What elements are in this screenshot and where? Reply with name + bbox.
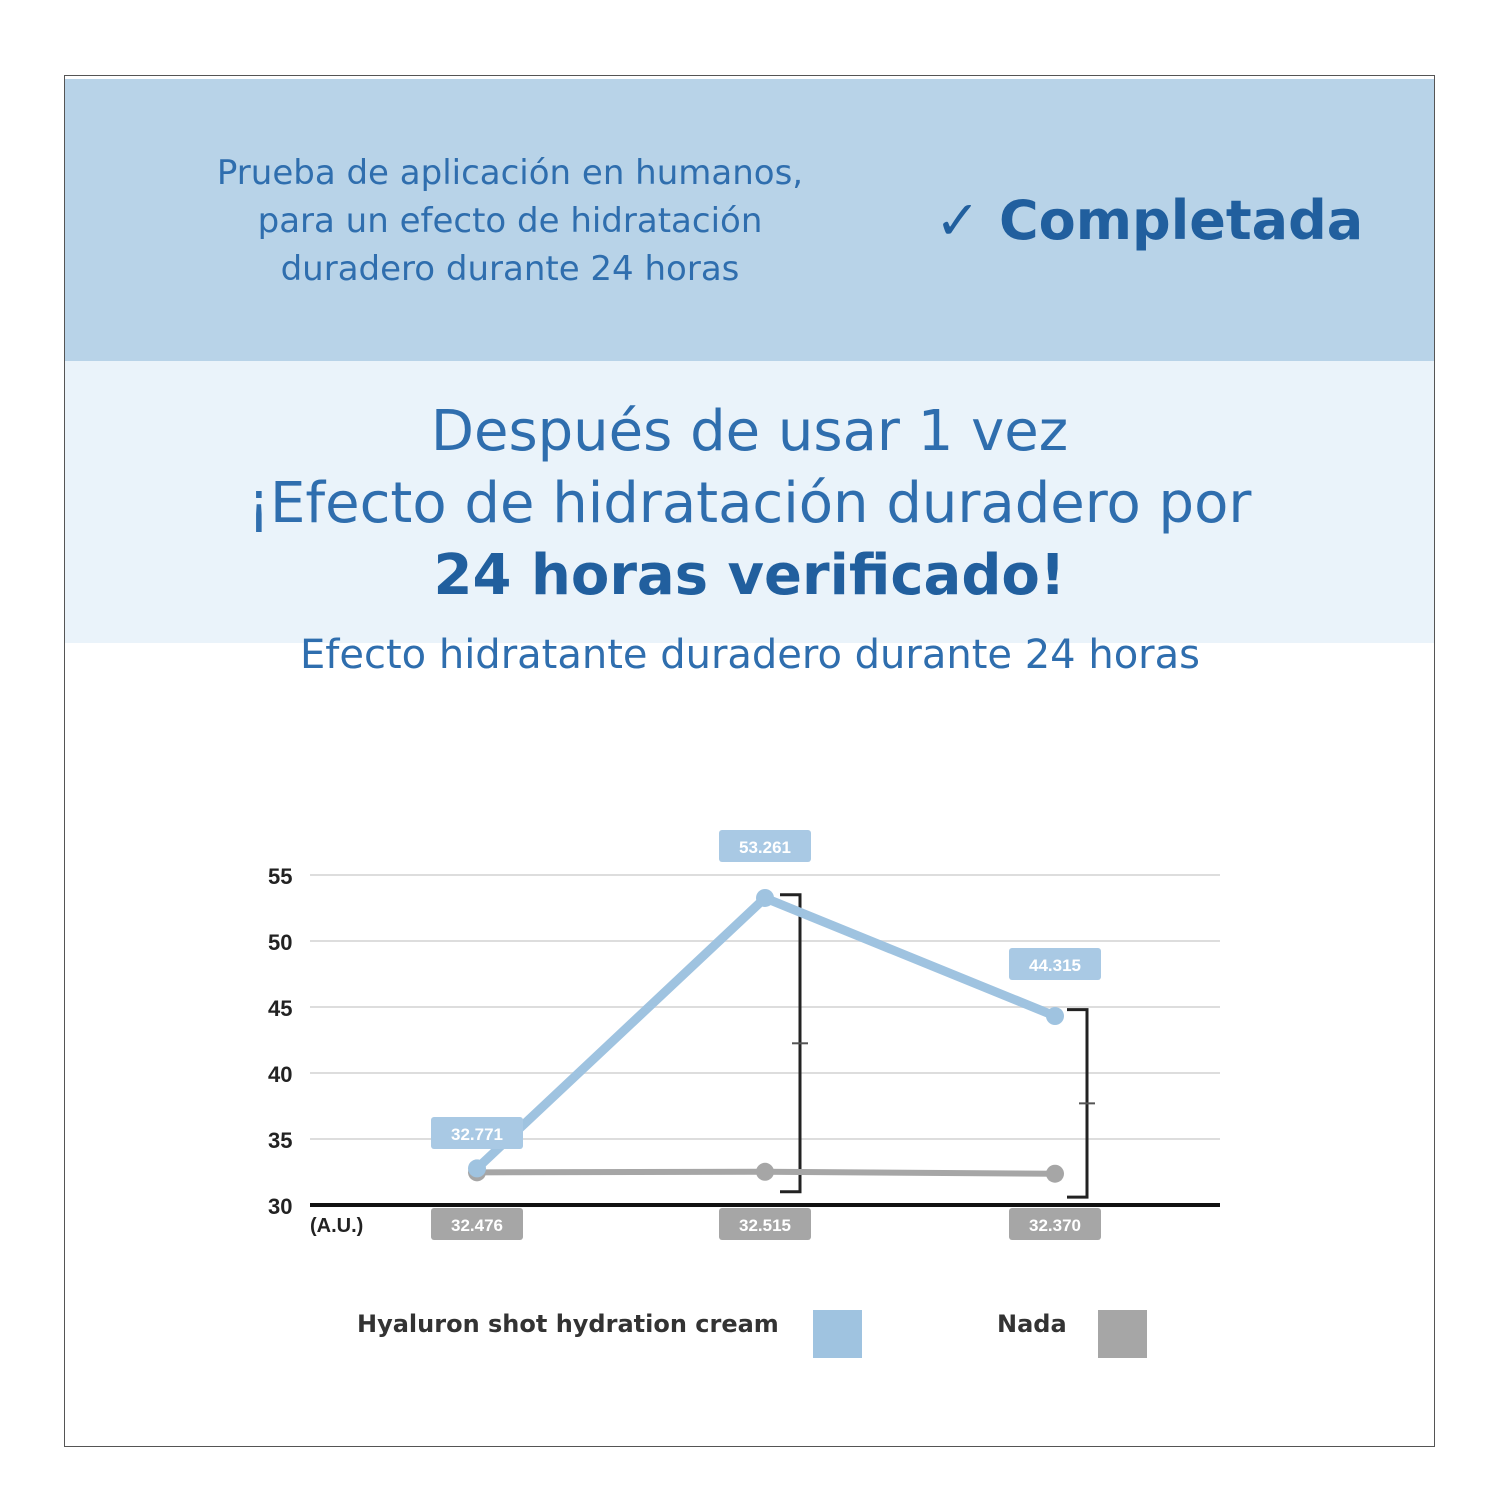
legend-label-nada: Nada [997,1310,1067,1338]
data-label: 32.515 [739,1216,791,1235]
data-label: 32.476 [451,1216,503,1235]
headline-line: ¡Efecto de hidratación duradero por [247,471,1252,536]
data-point [1046,1007,1064,1026]
legend-swatch-nada [1098,1310,1147,1358]
chart-title: Efecto hidratante duradero durante 24 ho… [300,632,1200,678]
y-tick-label: 30 [268,1194,292,1219]
headline-emphasis: 24 horas verificado! [433,543,1066,608]
data-label: 32.370 [1029,1216,1081,1235]
completed-status: ✓ Completada [935,189,1364,252]
header-band: Prueba de aplicación en humanos, para un… [65,79,1434,361]
legend-swatch-cream [813,1310,862,1358]
y-tick-label: 40 [268,1062,292,1087]
infographic-frame: Prueba de aplicación en humanos, para un… [64,75,1435,1447]
headline-line: Después de usar 1 vez [430,399,1069,464]
data-point [468,1159,486,1178]
y-tick-label: 35 [268,1128,292,1153]
subtitle-line: Prueba de aplicación en humanos, [216,153,804,193]
data-label-box [719,1208,811,1240]
data-label-box [1009,948,1101,981]
y-unit-label: (A.U.) [310,1215,363,1237]
subtitle-line: duradero durante 24 horas [280,249,740,289]
data-label: 44.315 [1029,956,1081,975]
headline-band: Después de usar 1 vez ¡Efecto de hidrata… [65,361,1434,643]
legend-label-cream: Hyaluron shot hydration cream [357,1310,779,1338]
data-label-box [1009,1208,1101,1240]
subtitle-line: para un efecto de hidratación [257,201,763,241]
data-label: 53.261 [739,838,791,857]
test-description: Prueba de aplicación en humanos, para un… [125,149,895,293]
y-tick-label: 55 [268,864,292,889]
data-point [1046,1164,1064,1183]
data-label-box [719,829,811,862]
series-line-0 [473,892,1057,1172]
data-label-box [431,1208,523,1240]
y-tick-label: 50 [268,930,292,955]
data-point [756,888,774,907]
data-point [756,1162,774,1181]
data-label-box [431,1117,523,1149]
data-label: 32.771 [451,1125,503,1144]
y-tick-label: 45 [268,996,292,1021]
